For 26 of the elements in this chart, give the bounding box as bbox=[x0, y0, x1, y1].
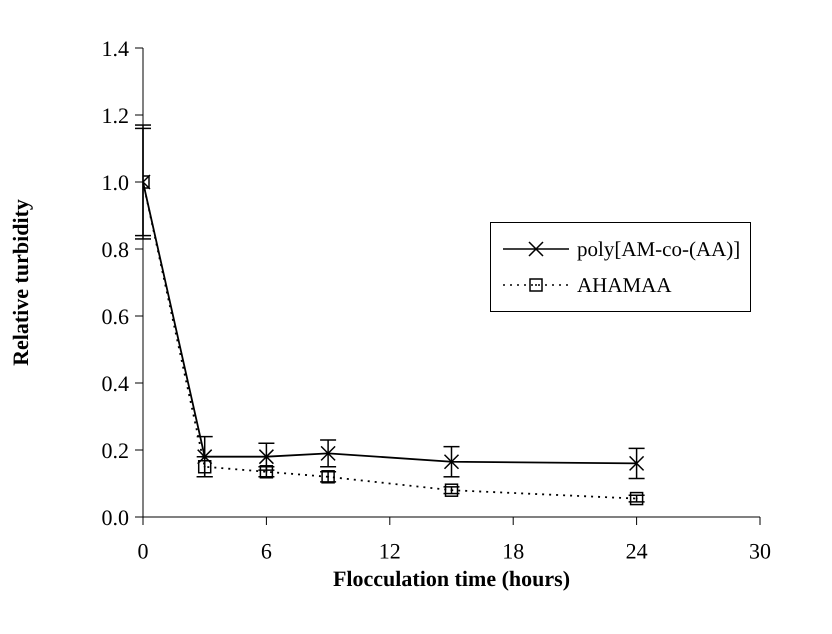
x-tick-label: 18 bbox=[502, 538, 524, 564]
legend-label: AHAMAA bbox=[577, 272, 672, 298]
point bbox=[628, 456, 644, 472]
point bbox=[196, 448, 212, 464]
x-tick-label: 0 bbox=[138, 538, 148, 564]
y-tick-label: 0.4 bbox=[102, 370, 129, 396]
point bbox=[630, 492, 644, 506]
y-tick-label: 0.2 bbox=[102, 438, 129, 463]
point bbox=[444, 454, 460, 470]
y-tick-label: 1.4 bbox=[102, 36, 129, 61]
point bbox=[198, 460, 212, 474]
point bbox=[444, 483, 458, 497]
x-tick-label: 6 bbox=[260, 538, 272, 564]
y-tick-label: 0.8 bbox=[102, 236, 129, 262]
point bbox=[258, 448, 274, 464]
x-tick-label: 30 bbox=[749, 538, 771, 564]
point bbox=[320, 446, 336, 462]
x-axis-title: Flocculation time (hours) bbox=[332, 566, 570, 591]
x-tick-label: 24 bbox=[626, 538, 648, 564]
x-tick-label: 12 bbox=[378, 538, 401, 564]
legend-label: poly[AM-co-(AA)] bbox=[577, 236, 740, 262]
y-tick-label: 1.2 bbox=[102, 102, 129, 128]
y-tick-label: 0.6 bbox=[102, 304, 129, 329]
y-tick-label: 1.0 bbox=[102, 170, 129, 195]
y-axis-title: Relative turbidity bbox=[8, 199, 33, 366]
y-tick-label: 0.0 bbox=[102, 504, 129, 530]
